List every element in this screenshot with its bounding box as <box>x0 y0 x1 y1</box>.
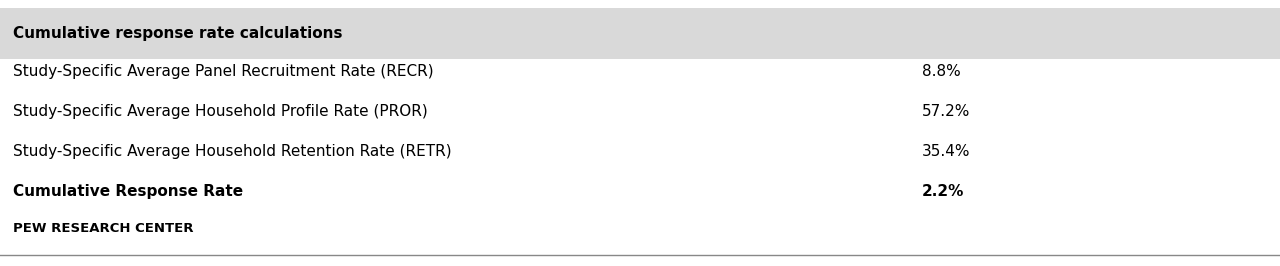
Text: Study-Specific Average Household Profile Rate (PROR): Study-Specific Average Household Profile… <box>13 104 428 119</box>
Text: PEW RESEARCH CENTER: PEW RESEARCH CENTER <box>13 222 193 235</box>
Text: Study-Specific Average Panel Recruitment Rate (RECR): Study-Specific Average Panel Recruitment… <box>13 64 434 79</box>
Text: 2.2%: 2.2% <box>922 184 964 199</box>
Text: 35.4%: 35.4% <box>922 144 970 159</box>
FancyBboxPatch shape <box>0 8 1280 59</box>
Text: 8.8%: 8.8% <box>922 64 960 79</box>
Text: Cumulative Response Rate: Cumulative Response Rate <box>13 184 243 199</box>
Text: Study-Specific Average Household Retention Rate (RETR): Study-Specific Average Household Retenti… <box>13 144 452 159</box>
Text: 57.2%: 57.2% <box>922 104 970 119</box>
Text: Cumulative response rate calculations: Cumulative response rate calculations <box>13 26 342 41</box>
